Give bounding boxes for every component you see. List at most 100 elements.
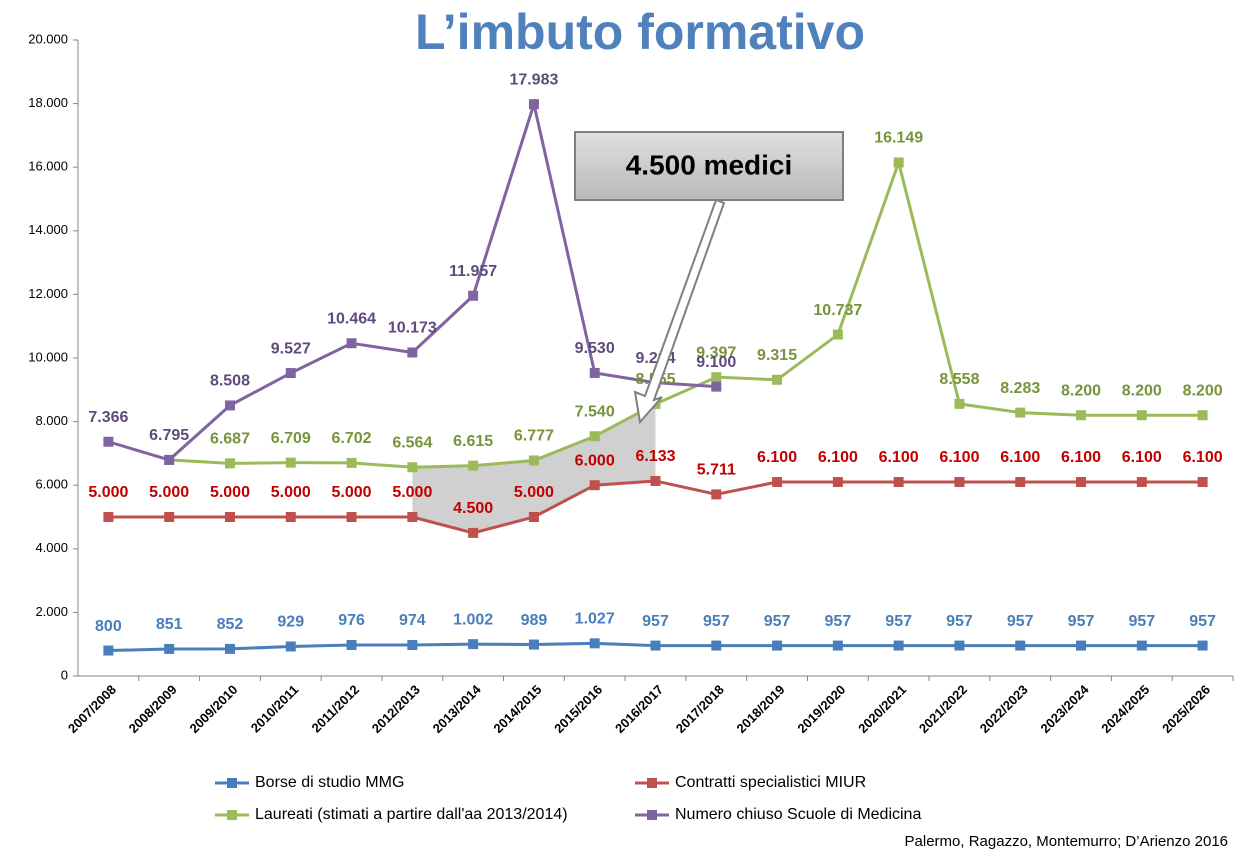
marker [346, 338, 357, 349]
marker [164, 643, 175, 654]
legend-label: Laureati (stimati a partire dall'aa 2013… [255, 806, 568, 823]
x-tick-label: 2009/2010 [186, 682, 240, 736]
data-label: 6.615 [453, 433, 493, 450]
marker [1136, 477, 1147, 488]
marker [346, 457, 357, 468]
data-label: 1.002 [453, 611, 493, 628]
marker [1197, 477, 1208, 488]
data-label: 6.702 [332, 430, 372, 447]
data-label: 6.777 [514, 428, 554, 445]
marker [711, 489, 722, 500]
x-tick-label: 2020/2021 [855, 682, 909, 736]
data-label: 6.100 [1000, 449, 1040, 466]
marker [1015, 477, 1026, 488]
data-label: 6.100 [1061, 449, 1101, 466]
marker [1197, 640, 1208, 651]
data-label: 852 [217, 616, 244, 633]
x-tick-label: 2011/2012 [309, 682, 363, 736]
chart-title: L’imbuto formativo [415, 4, 865, 60]
marker [772, 374, 783, 385]
marker [893, 477, 904, 488]
y-tick-label: 20.000 [28, 31, 68, 46]
data-label: 1.027 [575, 611, 615, 628]
legend-label: Numero chiuso Scuole di Medicina [675, 806, 921, 823]
marker [224, 400, 235, 411]
data-label: 957 [1189, 613, 1216, 630]
data-label: 851 [156, 616, 183, 633]
x-tick-label: 2022/2023 [977, 682, 1031, 736]
data-label: 8.283 [1000, 380, 1040, 397]
marker [103, 645, 114, 656]
marker [346, 512, 357, 522]
x-tick-label: 2017/2018 [673, 682, 727, 736]
data-label: 976 [338, 612, 365, 629]
marker [1136, 410, 1147, 421]
marker [832, 329, 843, 340]
data-label: 957 [642, 613, 669, 630]
marker [650, 475, 661, 486]
x-tick-label: 2019/2020 [794, 682, 848, 736]
marker [407, 640, 418, 651]
data-label: 10.173 [388, 320, 437, 337]
marker [528, 512, 539, 522]
data-label: 9.397 [696, 344, 736, 361]
y-tick-label: 10.000 [28, 349, 68, 364]
data-label: 957 [1128, 613, 1155, 630]
marker [285, 512, 296, 522]
data-label: 16.149 [874, 130, 923, 147]
x-tick-label: 2018/2019 [734, 682, 788, 736]
marker [954, 477, 965, 488]
data-label: 8.558 [939, 371, 979, 388]
marker [346, 639, 357, 650]
data-label: 5.711 [697, 462, 736, 479]
x-tick-label: 2016/2017 [612, 682, 666, 736]
marker [528, 455, 539, 466]
marker [528, 99, 539, 110]
marker [468, 639, 479, 650]
legend-label: Borse di studio MMG [255, 774, 404, 791]
marker [650, 640, 661, 651]
marker [589, 480, 600, 491]
marker [772, 477, 783, 488]
data-label: 9.527 [271, 340, 311, 357]
data-label: 10.464 [327, 310, 376, 327]
data-label: 9.315 [757, 347, 797, 364]
data-label: 800 [95, 618, 122, 635]
data-label: 957 [1068, 613, 1095, 630]
marker [285, 641, 296, 652]
marker [893, 157, 904, 168]
marker [285, 368, 296, 379]
y-tick-label: 2.000 [35, 604, 68, 619]
marker [589, 367, 600, 378]
marker [1076, 477, 1087, 488]
marker [224, 512, 235, 522]
data-label: 6.564 [392, 434, 432, 451]
marker [1015, 640, 1026, 651]
marker [1076, 410, 1087, 421]
marker [224, 643, 235, 654]
data-label: 8.200 [1122, 382, 1162, 399]
data-label: 8.200 [1061, 382, 1101, 399]
data-label: 10.737 [813, 302, 862, 319]
data-label: 6.709 [271, 430, 311, 447]
annotation-arrow [633, 198, 726, 425]
data-label: 957 [946, 613, 973, 630]
data-label: 929 [277, 614, 304, 631]
marker [589, 431, 600, 442]
source: Palermo, Ragazzo, Montemurro; D’Arienzo … [905, 833, 1228, 850]
legend-label: Contratti specialistici MIUR [675, 774, 866, 791]
legend-marker [227, 810, 237, 820]
marker [468, 460, 479, 471]
marker [832, 477, 843, 488]
marker [711, 381, 722, 392]
data-label: 989 [521, 612, 548, 629]
data-label: 9.100 [696, 354, 736, 371]
marker [468, 527, 479, 538]
data-label: 6.795 [149, 427, 189, 444]
marker [407, 512, 418, 522]
data-label: 974 [399, 612, 426, 629]
x-tick-label: 2008/2009 [126, 682, 180, 736]
data-label: 6.100 [1183, 449, 1223, 466]
x-tick-label: 2015/2016 [551, 682, 605, 736]
